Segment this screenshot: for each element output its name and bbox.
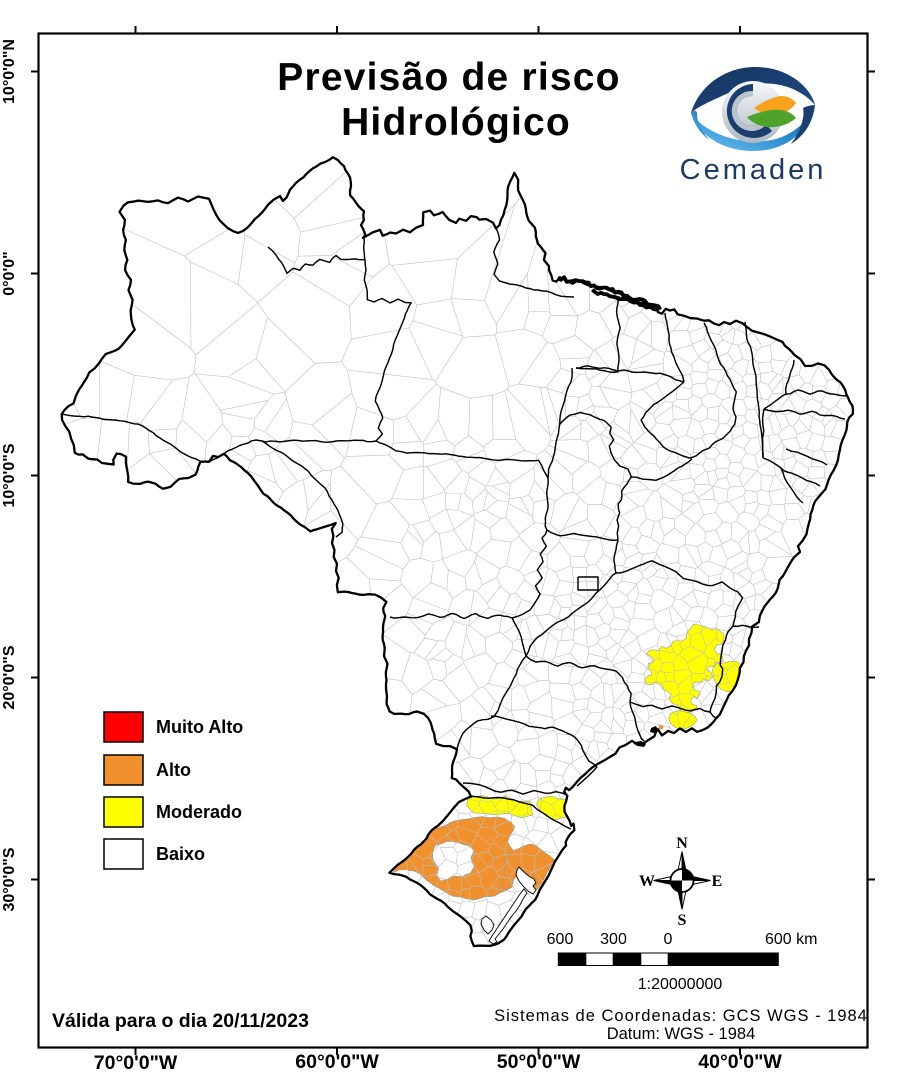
svg-text:300: 300 [600,931,627,948]
svg-text:Previsão de risco: Previsão de risco [277,56,620,99]
svg-text:Muito Alto: Muito Alto [156,717,243,737]
svg-text:0: 0 [664,931,673,948]
svg-text:50°0'0"W: 50°0'0"W [497,1051,581,1073]
svg-text:Válida para o dia 20/11/2023: Válida para o dia 20/11/2023 [52,1010,309,1032]
svg-text:600 km: 600 km [765,931,817,948]
svg-text:70°0'0"W: 70°0'0"W [94,1052,178,1074]
svg-text:10°0'0"S: 10°0'0"S [1,443,18,507]
svg-text:600: 600 [547,931,574,948]
svg-text:30°0'0"S: 30°0'0"S [1,847,18,911]
svg-text:W: W [639,873,655,890]
svg-text:N: N [676,835,688,852]
svg-text:Baixo: Baixo [156,844,205,864]
svg-text:1:20000000: 1:20000000 [638,976,723,993]
svg-text:40°0'0"W: 40°0'0"W [698,1051,782,1073]
svg-text:Cemaden: Cemaden [680,154,827,186]
svg-text:Datum: WGS - 1984: Datum: WGS - 1984 [607,1025,756,1043]
svg-text:20°0'0"S: 20°0'0"S [1,645,18,709]
svg-text:60°0'0"W: 60°0'0"W [295,1051,379,1073]
svg-text:Moderado: Moderado [156,802,242,822]
svg-text:S: S [678,912,687,929]
svg-text:E: E [712,873,723,890]
svg-text:10°0'0"N: 10°0'0"N [1,39,18,104]
svg-text:Sistemas de Coordenadas: GCS W: Sistemas de Coordenadas: GCS WGS - 1984 [494,1007,868,1025]
svg-text:0°0'0": 0°0'0" [1,251,18,295]
svg-text:Hidrológico: Hidrológico [341,101,571,144]
svg-text:Alto: Alto [156,760,191,780]
